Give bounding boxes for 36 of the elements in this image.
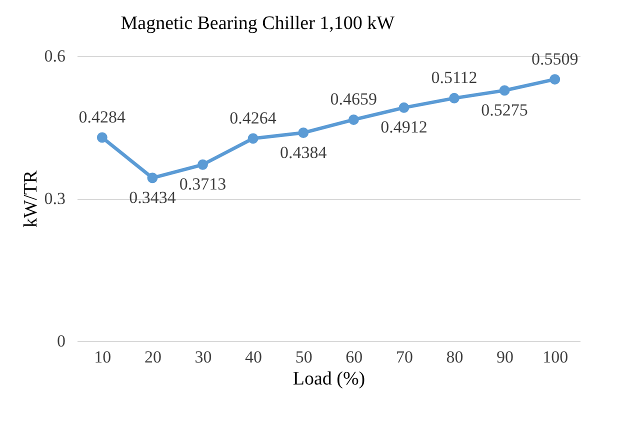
y-tick-label: 0.6 — [44, 46, 66, 66]
y-tick-label: 0.3 — [44, 189, 66, 208]
x-tick-label: 60 — [346, 348, 363, 366]
point — [248, 133, 258, 144]
point — [147, 172, 158, 184]
data-label: 0.4384 — [280, 142, 328, 162]
y-tick-label: 0 — [57, 332, 66, 350]
data-label: 0.4912 — [380, 118, 428, 137]
point — [398, 102, 410, 113]
x-tick-label: 70 — [396, 348, 413, 366]
x-tick-label: 20 — [144, 348, 162, 366]
x-axis-title: Load (%) — [292, 368, 366, 390]
data-label: 0.3713 — [179, 174, 226, 194]
data-label: 0.5509 — [531, 49, 578, 68]
point — [96, 132, 108, 143]
x-tick-label: 10 — [94, 348, 112, 366]
data-label: 0.4659 — [330, 90, 378, 109]
point — [449, 92, 460, 104]
point — [298, 128, 309, 138]
point — [550, 74, 560, 85]
x-tick-label: 90 — [496, 348, 514, 366]
x-tick-label: 40 — [245, 348, 262, 366]
x-tick-label: 50 — [295, 348, 312, 366]
data-label: 0.4284 — [78, 108, 126, 127]
y-axis-title: kW/TR — [20, 170, 42, 228]
x-tick-label: 100 — [542, 348, 568, 366]
data-label: 0.3434 — [129, 188, 176, 207]
data-label: 0.5112 — [431, 68, 478, 88]
chart-title: Magnetic Bearing Chiller 1,100 kW — [120, 13, 395, 34]
point — [499, 85, 510, 96]
x-tick-label: 30 — [194, 348, 212, 366]
point — [198, 159, 208, 170]
data-label: 0.4264 — [230, 108, 277, 128]
point — [348, 114, 359, 125]
x-tick-label: 80 — [446, 348, 464, 366]
data-label: 0.5275 — [481, 100, 528, 120]
